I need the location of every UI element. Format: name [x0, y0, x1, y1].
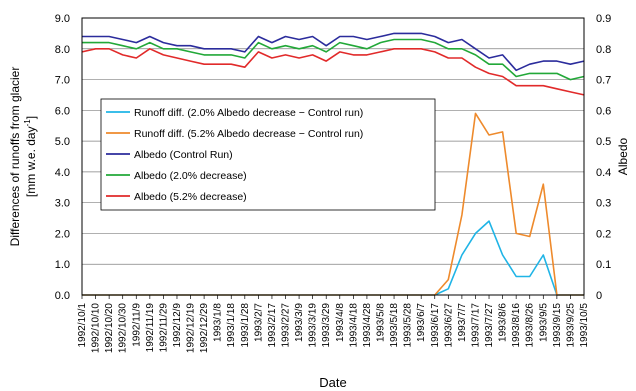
- x-tick-label: 1992/12/29: [199, 303, 210, 353]
- x-tick-label: 1993/7/7: [457, 303, 468, 342]
- y-axis-left-unit-sup: -1: [23, 119, 32, 127]
- series-line-2: [82, 32, 585, 72]
- y-axis-left-unit: [mm w.e. day-1]: [23, 116, 38, 197]
- x-tick-label: 1992/11/29: [158, 303, 169, 353]
- x-tick-label: 1992/11/19: [145, 303, 156, 353]
- y-left-tick-label: 4.0: [55, 167, 70, 179]
- legend-label-1: Runoff diff. (5.2% Albedo decrease − Con…: [134, 128, 363, 140]
- series-line-0: [82, 220, 584, 296]
- x-tick-label: 1993/8/16: [511, 303, 522, 348]
- x-tick-label: 1993/5/18: [389, 303, 400, 348]
- x-tick-label: 1992/11/9: [131, 303, 142, 347]
- x-tick-label: 1993/4/28: [362, 303, 373, 348]
- x-tick-label: 1992/10/30: [118, 303, 129, 353]
- x-tick-label: 1993/2/17: [267, 303, 278, 348]
- y-left-tick-label: 0.0: [55, 290, 70, 302]
- left-ticks: 0.0 1.0 2.0 3.0 4.0 5.0 6.0 7.0 8.0 9.0: [55, 13, 70, 302]
- x-tick-label: 1992/10/10: [91, 303, 102, 353]
- x-tick-label: 1992/12/9: [172, 303, 183, 348]
- plot-frame: [81, 17, 585, 296]
- y-right-tick-label: 0.3: [596, 198, 611, 210]
- legend: Runoff diff. (2.0% Albedo decrease − Con…: [100, 98, 436, 211]
- y-left-tick-label: 9.0: [55, 13, 70, 25]
- x-tick-label: 1993/4/8: [335, 303, 346, 342]
- y-axis-right-label: Albedo: [616, 137, 630, 175]
- x-tick-label: 1993/6/17: [430, 303, 441, 348]
- y-right-tick-label: 0.2: [596, 228, 611, 240]
- x-tick-label: 1993/6/27: [443, 303, 454, 348]
- legend-label-0: Runoff diff. (2.0% Albedo decrease − Con…: [134, 107, 363, 119]
- x-tick-label: 1992/10/1: [77, 303, 88, 348]
- x-tick-label: 1993/9/25: [565, 303, 576, 348]
- legend-label-4: Albedo (5.2% decrease): [134, 191, 247, 203]
- x-tick-label: 1993/3/29: [321, 303, 332, 348]
- y-right-tick-label: 0.4: [596, 167, 611, 179]
- x-tick-label: 1993/1/8: [213, 303, 224, 342]
- y-left-tick-label: 1.0: [55, 259, 70, 271]
- y-left-tick-label: 7.0: [55, 75, 70, 87]
- y-right-tick-label: 0: [596, 290, 602, 302]
- x-tick-label: 1993/9/5: [538, 303, 549, 342]
- x-tick-label: 1993/2/27: [281, 303, 292, 348]
- y-right-tick-label: 0.6: [596, 105, 611, 117]
- y-axis-left-label: Differences of runoffs from glacier: [8, 67, 22, 247]
- x-tick-label: 1993/1/28: [240, 303, 251, 348]
- x-tick-label: 1993/8/6: [498, 303, 509, 342]
- y-right-tick-label: 0.7: [596, 75, 611, 87]
- x-tick-label: 1993/7/27: [484, 303, 495, 348]
- legend-label-2: Albedo (Control Run): [134, 149, 233, 161]
- x-tick-label: 1993/3/9: [294, 303, 305, 342]
- series-line-3: [82, 38, 585, 81]
- y-left-tick-label: 3.0: [55, 198, 70, 210]
- x-tick-label: 1993/9/15: [552, 303, 563, 348]
- series-line-4: [81, 47, 585, 96]
- x-tick-label: 1992/10/20: [104, 303, 115, 353]
- right-ticks: 0 0.1 0.2 0.3 0.4 0.5 0.6 0.7 0.8 0.9: [596, 13, 611, 302]
- x-axis-label: Date: [319, 375, 346, 390]
- y-right-tick-label: 0.1: [596, 259, 611, 271]
- x-tick-label: 1993/2/7: [253, 303, 264, 342]
- x-tick-label: 1993/1/18: [226, 303, 237, 348]
- y-axis-left-unit-close: ]: [24, 116, 38, 119]
- y-right-tick-label: 0.8: [596, 44, 611, 56]
- x-tick-label: 1993/4/18: [348, 303, 359, 348]
- x-tick-label: 1993/5/28: [403, 303, 414, 348]
- y-right-tick-label: 0.9: [596, 13, 611, 25]
- legend-label-3: Albedo (2.0% decrease): [134, 170, 247, 182]
- x-tick-label: 1992/12/19: [186, 303, 197, 353]
- y-left-tick-label: 6.0: [55, 105, 70, 117]
- x-ticks: 1992/10/1 1992/10/10 1992/10/20 1992/10/30 1…: [77, 295, 590, 353]
- x-tick-label: 1993/10/5: [579, 303, 590, 348]
- x-tick-label: 1993/6/7: [416, 303, 427, 342]
- y-left-tick-label: 8.0: [55, 44, 70, 56]
- legend-box: [100, 98, 436, 211]
- y-left-tick-label: 2.0: [55, 228, 70, 240]
- x-tick-label: 1993/8/26: [525, 303, 536, 348]
- x-tick-label: 1993/3/19: [308, 303, 319, 348]
- y-axis-left-unit-text: [mm w.e. day: [24, 126, 38, 197]
- x-tick-label: 1993/7/17: [470, 303, 481, 348]
- x-tick-label: 1993/5/8: [375, 303, 386, 342]
- y-right-tick-label: 0.5: [596, 136, 611, 148]
- y-left-tick-label: 5.0: [55, 136, 70, 148]
